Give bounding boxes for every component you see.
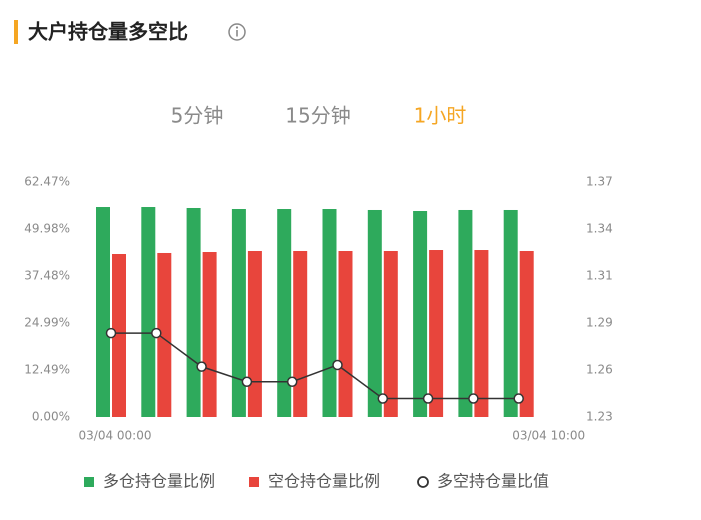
tab[interactable]: 1小时	[414, 104, 467, 128]
bar	[383, 250, 398, 417]
legend-label: 多空持仓量比值	[437, 472, 549, 491]
ratio-point	[422, 393, 434, 404]
info-stem[interactable]	[236, 30, 238, 37]
bar	[338, 250, 353, 417]
y-tick-label: 37.48%	[24, 269, 70, 283]
bar	[112, 254, 126, 417]
ratio-line	[111, 332, 519, 400]
bar	[429, 250, 444, 417]
info-icon[interactable]	[228, 23, 246, 41]
bar	[519, 250, 534, 417]
bar	[231, 209, 246, 417]
x-tick-label: 03/04 10:00	[512, 429, 585, 443]
y-tick-label: 49.98%	[24, 222, 70, 236]
y-tick-label: 12.49%	[24, 363, 70, 377]
x-tick-label: 03/04 00:00	[79, 429, 152, 443]
bar	[186, 207, 201, 417]
y2-tick-label: 1.26	[586, 363, 613, 377]
y2-tick-label: 1.37	[586, 175, 613, 189]
legend-label: 空仓持仓量比例	[268, 472, 380, 491]
ratio-point	[513, 393, 524, 404]
y2-tick-label: 1.31	[586, 269, 613, 283]
bar	[503, 209, 518, 417]
y-tick-label: 0.00%	[32, 410, 70, 424]
ratio-point	[151, 327, 162, 339]
legend-label: 多仓持仓量比例	[103, 472, 215, 491]
bar	[293, 250, 308, 417]
y-tick-label: 24.99%	[24, 316, 70, 330]
bar	[322, 209, 337, 417]
bar	[277, 209, 292, 417]
tab[interactable]: 5分钟	[171, 104, 224, 128]
y2-tick-label: 1.34	[586, 222, 613, 236]
ratio-point	[468, 393, 479, 404]
bar	[157, 252, 172, 417]
bar	[96, 207, 110, 417]
bar	[141, 207, 156, 417]
ratio-point	[196, 361, 207, 372]
bar	[367, 209, 382, 417]
y2-tick-label: 1.23	[586, 410, 613, 424]
bar	[458, 209, 473, 417]
ratio-point	[241, 376, 253, 387]
y2-tick-label: 1.29	[586, 316, 613, 330]
title: 大户持仓量多空比	[28, 20, 188, 44]
bar	[474, 250, 489, 417]
tab[interactable]: 15分钟	[285, 104, 350, 128]
bar	[247, 250, 262, 417]
bar	[202, 252, 217, 417]
ratio-point	[105, 327, 117, 339]
legend-marker	[249, 477, 259, 487]
ratio-point	[286, 376, 298, 387]
title-accent	[14, 20, 18, 44]
ratio-point	[377, 393, 389, 404]
legend-marker	[84, 477, 94, 487]
bar	[413, 211, 428, 417]
info-dot[interactable]	[235, 26, 239, 29]
ratio-point	[332, 359, 343, 371]
legend-marker	[417, 476, 429, 488]
info-circle[interactable]	[228, 23, 246, 41]
y-tick-label: 62.47%	[24, 175, 70, 189]
